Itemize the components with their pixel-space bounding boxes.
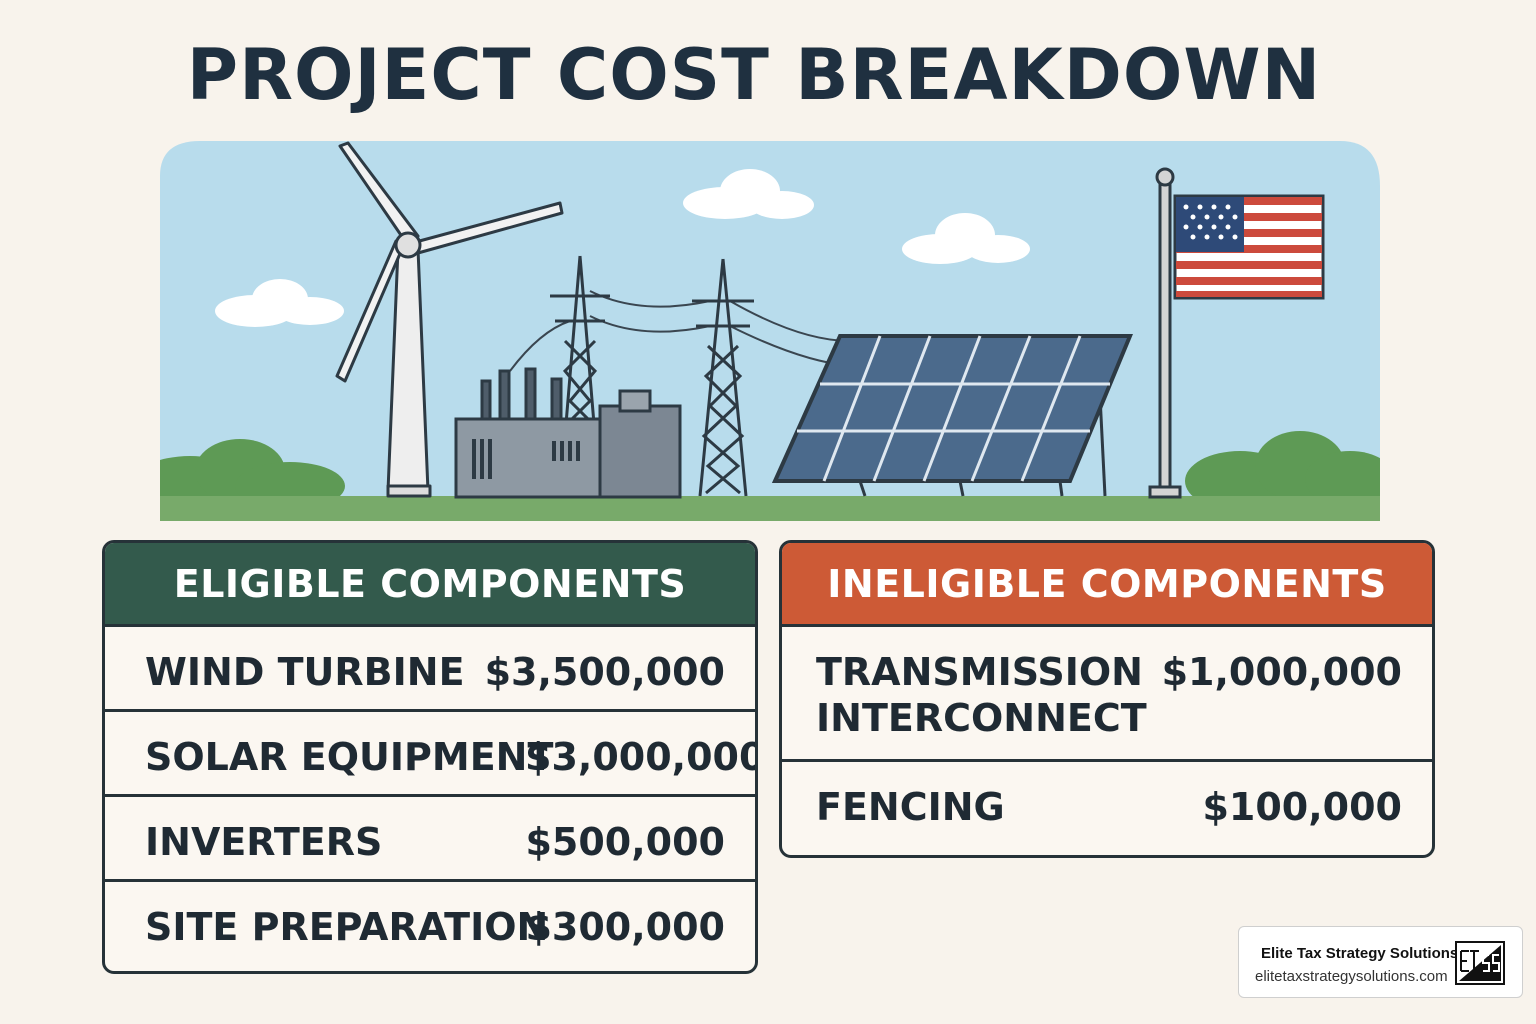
brand-url-link[interactable]: elitetaxstrategysolutions.com	[1255, 968, 1448, 985]
etss-logo-icon	[1455, 941, 1505, 985]
eligible-components-header: ELIGIBLE COMPONENTS	[105, 543, 755, 627]
row-value: $100,000	[1202, 785, 1402, 829]
row-label: SITE PREPARATION	[145, 905, 549, 949]
brand-name: Elite Tax Strategy Solutions	[1261, 945, 1459, 962]
row-label: TRANSMISSION INTERCONNECT	[816, 650, 1147, 740]
cloud-icon	[683, 169, 814, 219]
table-row: TRANSMISSION INTERCONNECT $1,000,000	[782, 627, 1432, 762]
row-value: $3,000,000	[525, 735, 758, 779]
row-label: WIND TURBINE	[145, 650, 465, 694]
ground	[160, 496, 1380, 521]
page-title-text: PROJECT COST BREAKDOWN	[186, 34, 1322, 116]
solar-panel-icon	[771, 334, 1133, 497]
row-value: $3,500,000	[484, 650, 725, 694]
scene-svg	[160, 141, 1380, 521]
wind-turbine-icon	[335, 141, 564, 498]
row-value: $300,000	[525, 905, 725, 949]
table-row: INVERTERS $500,000	[105, 797, 755, 882]
page-title: PROJECT COST BREAKDOWN	[0, 34, 1536, 116]
transmission-tower-icon	[692, 258, 754, 497]
brand-badge[interactable]: Elite Tax Strategy Solutions elitetaxstr…	[1238, 926, 1523, 998]
cloud-icon	[902, 213, 1030, 264]
row-value: $500,000	[525, 820, 725, 864]
row-value: $1,000,000	[1161, 650, 1402, 694]
eligible-components-table: ELIGIBLE COMPONENTS WIND TURBINE $3,500,…	[102, 540, 758, 974]
energy-scene-illustration	[160, 141, 1380, 521]
row-label: SOLAR EQUIPMENT	[145, 735, 554, 779]
table-row: WIND TURBINE $3,500,000	[105, 627, 755, 712]
ineligible-components-header: INELIGIBLE COMPONENTS	[782, 543, 1432, 627]
american-flag-icon	[1148, 167, 1325, 499]
power-plant-icon	[454, 367, 682, 499]
table-row: SOLAR EQUIPMENT $3,000,000	[105, 712, 755, 797]
table-row: FENCING $100,000	[782, 762, 1432, 855]
row-label: FENCING	[816, 785, 1005, 829]
cloud-icon	[215, 279, 344, 327]
table-row: SITE PREPARATION $300,000	[105, 882, 755, 967]
ineligible-components-table: INELIGIBLE COMPONENTS TRANSMISSION INTER…	[779, 540, 1435, 858]
row-label: INVERTERS	[145, 820, 383, 864]
